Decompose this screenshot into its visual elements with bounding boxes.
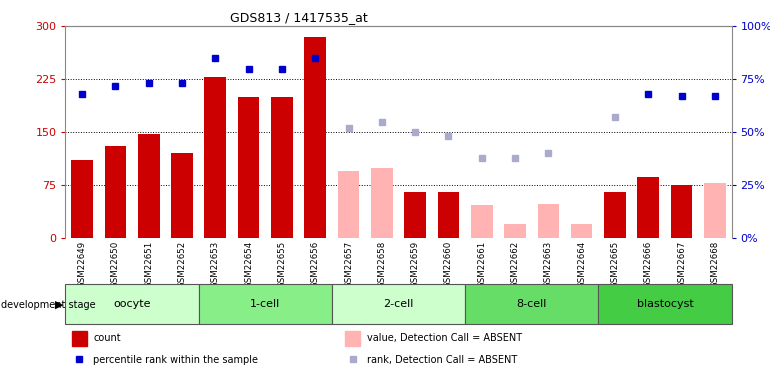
Text: GSM22663: GSM22663 (544, 241, 553, 288)
Bar (138, 134, 159, 238)
Bar (72, 160, 93, 238)
Text: oocyte: oocyte (113, 299, 151, 309)
Bar (205, 77, 226, 238)
Text: GSM22661: GSM22661 (477, 241, 486, 288)
Text: rank, Detection Call = ABSENT: rank, Detection Call = ABSENT (367, 355, 517, 365)
Text: GSM22664: GSM22664 (578, 241, 586, 288)
Bar (465, 284, 598, 324)
Bar (65, 284, 199, 324)
Title: GDS813 / 1417535_at: GDS813 / 1417535_at (229, 11, 367, 24)
Bar (199, 284, 332, 324)
Text: GSM22651: GSM22651 (144, 241, 153, 288)
Text: GSM22655: GSM22655 (277, 241, 286, 288)
Bar (571, 224, 592, 238)
Text: GSM22653: GSM22653 (211, 241, 219, 288)
Text: GSM22652: GSM22652 (178, 241, 186, 288)
Text: GSM22654: GSM22654 (244, 241, 253, 288)
Bar (332, 284, 465, 324)
Text: GSM22658: GSM22658 (377, 241, 387, 288)
Text: GSM22666: GSM22666 (644, 241, 653, 288)
Text: GSM22649: GSM22649 (78, 241, 86, 288)
Bar (371, 168, 393, 238)
Bar (598, 284, 731, 324)
Text: GSM22659: GSM22659 (410, 241, 420, 288)
Text: development stage: development stage (1, 300, 95, 309)
Bar (671, 185, 692, 238)
Text: blastocyst: blastocyst (637, 299, 693, 309)
Bar (504, 224, 526, 238)
Text: GSM22656: GSM22656 (311, 241, 320, 288)
Text: GSM22668: GSM22668 (711, 241, 719, 288)
Text: ▶: ▶ (55, 300, 64, 309)
Text: GSM22657: GSM22657 (344, 241, 353, 288)
Bar (537, 204, 559, 238)
Text: GSM22665: GSM22665 (611, 241, 619, 288)
Bar (345, 331, 360, 346)
Bar (638, 177, 659, 238)
Text: percentile rank within the sample: percentile rank within the sample (93, 355, 259, 365)
Bar (171, 153, 192, 238)
Bar (238, 97, 259, 238)
Text: count: count (93, 333, 121, 344)
Text: 8-cell: 8-cell (517, 299, 547, 309)
Bar (404, 192, 426, 238)
Text: 2-cell: 2-cell (383, 299, 413, 309)
Bar (437, 192, 459, 238)
Text: value, Detection Call = ABSENT: value, Detection Call = ABSENT (367, 333, 521, 344)
Text: 1-cell: 1-cell (250, 299, 280, 309)
Bar (704, 183, 725, 238)
Bar (471, 205, 493, 238)
Bar (105, 146, 126, 238)
Bar (338, 171, 360, 238)
Bar (304, 37, 326, 238)
Text: GSM22667: GSM22667 (677, 241, 686, 288)
Text: GSM22650: GSM22650 (111, 241, 120, 288)
Bar (604, 192, 626, 238)
Bar (271, 97, 293, 238)
Text: GSM22662: GSM22662 (511, 241, 520, 288)
Bar (72, 331, 87, 346)
Text: GSM22660: GSM22660 (444, 241, 453, 288)
